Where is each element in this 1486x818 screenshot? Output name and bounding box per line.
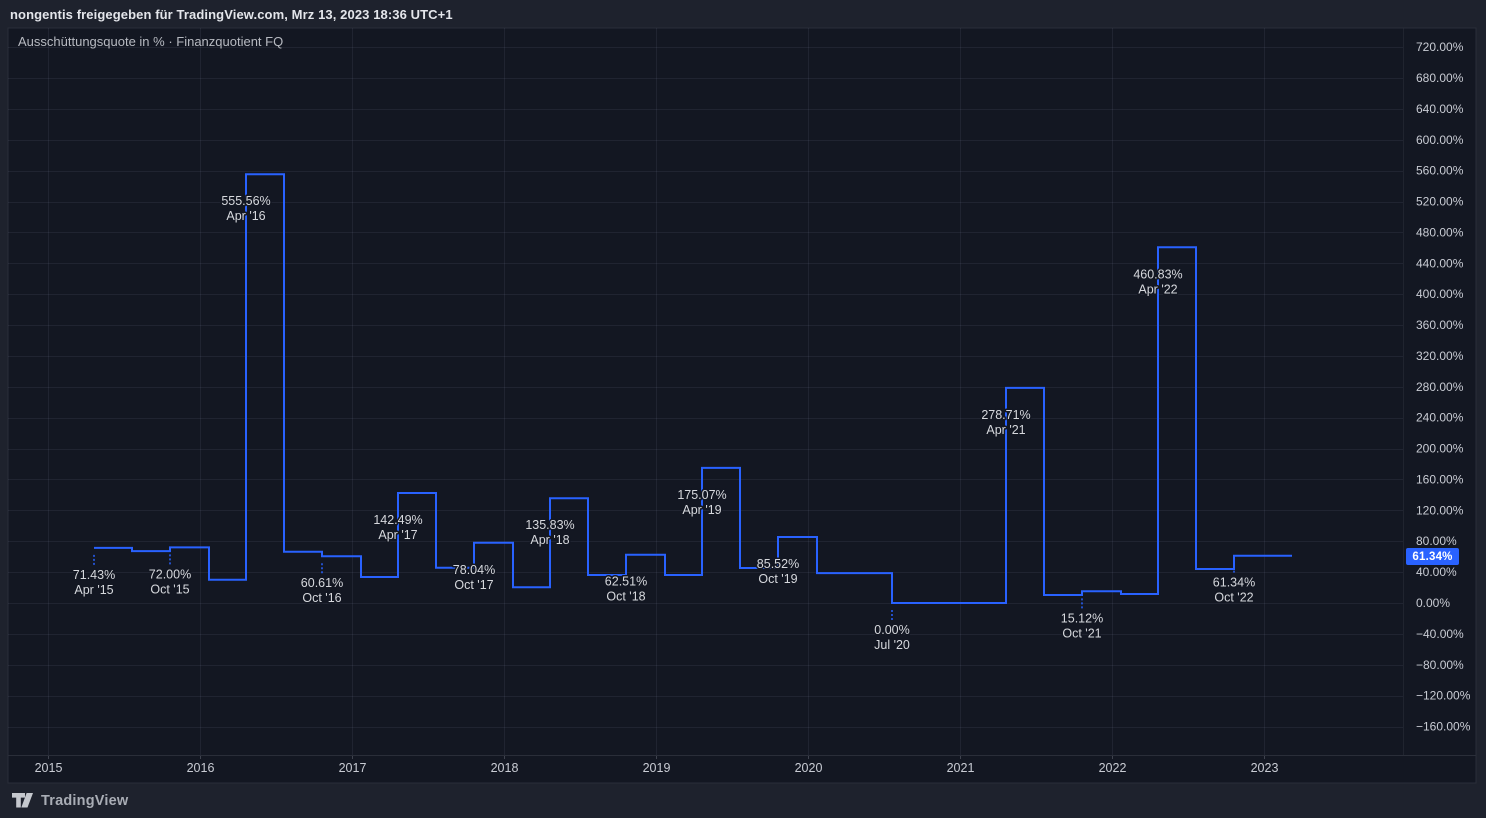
data-label-value: 85.52% [757,557,799,571]
y-axis-label: 280.00% [1416,380,1464,394]
x-axis-label: 2016 [187,761,215,775]
y-axis-label: −120.00% [1416,689,1471,703]
y-axis-label: 80.00% [1416,534,1457,548]
data-label-date: Apr '18 [530,533,569,547]
data-label-value: 78.04% [453,563,495,577]
data-label-value: 0.00% [874,623,909,637]
tradingview-logo-icon [12,793,33,808]
y-axis-label: 720.00% [1416,40,1464,54]
data-label-value: 142.49% [373,513,422,527]
data-label-date: Oct '21 [1062,626,1101,640]
tradingview-logo-text: TradingView [41,792,129,809]
data-label-value: 135.83% [525,518,574,532]
data-label-date: Oct '17 [454,578,493,592]
data-label-date: Apr '17 [378,528,417,542]
y-axis-label: 560.00% [1416,164,1464,178]
y-axis-label: 240.00% [1416,411,1464,425]
y-axis-label: 320.00% [1416,349,1464,363]
x-axis-label: 2021 [947,761,975,775]
y-axis-label: 160.00% [1416,472,1464,486]
y-axis-label: 360.00% [1416,318,1464,332]
data-label-date: Oct '22 [1214,591,1253,605]
y-axis-label: 120.00% [1416,503,1464,517]
y-axis-label: 680.00% [1416,71,1464,85]
data-label-value: 61.34% [1213,576,1255,590]
attribution-text: nongentis freigegeben für TradingView.co… [10,6,453,22]
attribution-bar: nongentis freigegeben für TradingView.co… [0,0,1486,28]
data-label-value: 15.12% [1061,611,1103,625]
data-label-value: 60.61% [301,576,343,590]
data-label-value: 175.07% [677,488,726,502]
series-step-line [94,173,1292,604]
y-axis-label: 600.00% [1416,133,1464,147]
data-label-value: 278.71% [981,408,1030,422]
tradingview-logo[interactable]: TradingView [12,793,128,809]
y-axis-label: −40.00% [1416,627,1464,641]
data-label-date: Apr '21 [986,423,1025,437]
footer-bar: TradingView [0,783,1486,818]
data-label-date: Jul '20 [874,638,910,652]
y-axis-label: 0.00% [1416,596,1450,610]
x-axis-label: 2017 [339,761,367,775]
x-axis-label: 2015 [35,761,63,775]
x-axis-label: 2019 [643,761,671,775]
data-label-date: Oct '19 [758,572,797,586]
x-axis-label: 2018 [491,761,519,775]
x-axis-label: 2020 [795,761,823,775]
y-axis-label: 520.00% [1416,195,1464,209]
y-axis-label: −160.00% [1416,720,1471,734]
y-axis-label: 200.00% [1416,442,1464,456]
chart-pane [7,27,1477,784]
y-axis-label: 40.00% [1416,565,1457,579]
data-label-date: Oct '15 [150,582,189,596]
data-label-value: 460.83% [1133,267,1182,281]
y-axis-label: 400.00% [1416,287,1464,301]
data-label-value: 62.51% [605,575,647,589]
last-value-badge: 61.34% [1406,548,1459,565]
x-axis-label: 2022 [1099,761,1127,775]
data-label-value: 555.56% [221,194,270,208]
series-legend[interactable]: Ausschüttungsquote in % · Finanzquotient… [18,34,284,49]
y-axis-label: 440.00% [1416,256,1464,270]
price-axis[interactable] [1403,28,1476,755]
data-label-date: Apr '15 [74,583,113,597]
time-axis[interactable] [8,755,1476,783]
data-label-value: 71.43% [73,568,115,582]
y-axis-label: 480.00% [1416,225,1464,239]
data-label-date: Apr '19 [682,503,721,517]
x-axis-label: 2023 [1251,761,1279,775]
y-axis-label: 640.00% [1416,102,1464,116]
y-axis-label: −80.00% [1416,658,1464,672]
data-label-date: Apr '22 [1138,282,1177,296]
data-label-date: Apr '16 [226,209,265,223]
data-label-date: Oct '16 [302,591,341,605]
data-label-value: 72.00% [149,567,191,581]
data-label-date: Oct '18 [606,590,645,604]
